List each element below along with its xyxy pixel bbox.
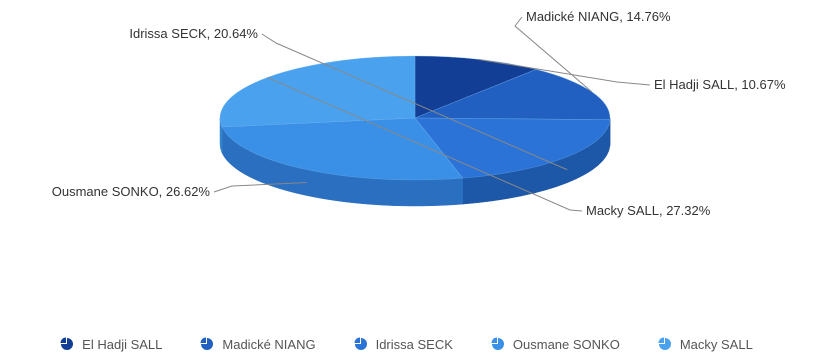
legend-item[interactable]: Ousmane SONKO	[491, 337, 620, 352]
pie-labels: El Hadji SALL, 10.67% Madické NIANG, 14.7…	[52, 9, 786, 218]
chart-legend: El Hadji SALL Madické NIANG Idrissa SECK…	[0, 334, 813, 354]
pie-data-label: Macky SALL, 27.32%	[586, 203, 711, 218]
legend-item[interactable]: Madické NIANG	[200, 336, 316, 352]
legend-item[interactable]: Idrissa SECK	[354, 337, 453, 352]
pie-slice	[221, 117, 464, 181]
pie-chart-svg: El Hadji SALL, 10.67% Madické NIANG, 14.7…	[52, 9, 786, 218]
legend-label: Madické NIANG	[222, 336, 316, 352]
legend-label: Idrissa SECK	[375, 336, 453, 352]
pie-leader-line	[514, 16, 593, 93]
legend-label: Ousmane SONKO	[512, 336, 620, 352]
pie-data-label: El Hadji SALL, 10.67%	[654, 77, 786, 92]
pie-legend-icon	[60, 337, 74, 350]
pie-leader-line	[213, 182, 307, 193]
pie-legend-icon	[491, 337, 504, 350]
pie-leader-line	[267, 77, 583, 212]
pie-slices	[219, 55, 611, 181]
legend-label: El Hadji SALL	[82, 336, 163, 352]
pie-legend-icon	[658, 337, 671, 350]
pie-slice	[414, 69, 611, 120]
pie-leader-line	[479, 58, 651, 86]
legend-item[interactable]: Macky SALL	[658, 337, 753, 352]
pie-data-label: Madické NIANG, 14.76%	[526, 9, 671, 24]
pie-data-label: Ousmane SONKO, 26.62%	[52, 184, 211, 199]
pie-slice	[219, 55, 416, 128]
legend-label: Macky SALL	[679, 336, 753, 352]
pie-leader-line	[261, 33, 568, 171]
pie-legend-icon	[200, 337, 214, 350]
pie-legend-icon	[354, 337, 367, 350]
legend-item[interactable]: El Hadji SALL	[60, 337, 162, 352]
pie-data-label: Idrissa SECK, 20.64%	[129, 26, 258, 41]
